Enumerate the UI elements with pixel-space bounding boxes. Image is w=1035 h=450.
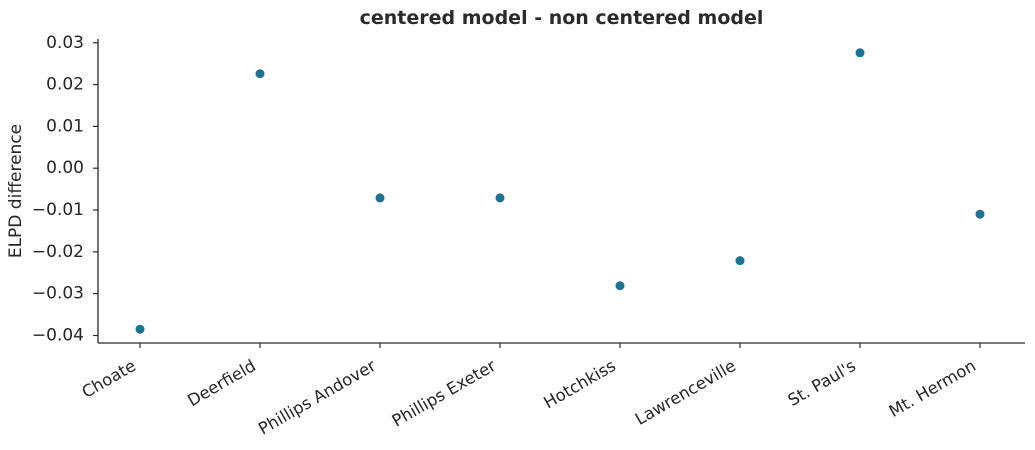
data-point — [855, 48, 865, 58]
data-point — [135, 324, 145, 334]
x-tick-label: Phillips Andover — [255, 356, 379, 439]
x-tick-label: Deerfield — [184, 356, 259, 410]
data-point — [375, 193, 385, 203]
y-tick-label: 0.00 — [46, 158, 84, 178]
x-tick-label: Phillips Exeter — [389, 356, 499, 431]
y-tick-label: −0.03 — [32, 284, 84, 304]
data-point — [735, 256, 745, 266]
y-tick-label: 0.01 — [46, 116, 84, 136]
x-tick-label: Hotchkiss — [540, 356, 619, 412]
y-tick-label: −0.01 — [32, 200, 84, 220]
x-tick-label: Choate — [79, 356, 139, 402]
y-tick-label: −0.02 — [32, 242, 84, 262]
x-tick-label: Mt. Hermon — [886, 356, 979, 421]
y-tick-label: −0.04 — [32, 325, 84, 345]
data-point — [255, 69, 265, 79]
chart-title: centered model - non centered model — [359, 7, 764, 29]
y-tick-label: 0.03 — [46, 33, 84, 53]
data-point — [615, 281, 625, 291]
data-point — [495, 193, 505, 203]
x-tick-label: St. Paul's — [785, 356, 859, 410]
data-point — [975, 209, 985, 219]
x-tick-label: Lawrenceville — [632, 356, 739, 429]
y-tick-label: 0.02 — [46, 75, 84, 95]
